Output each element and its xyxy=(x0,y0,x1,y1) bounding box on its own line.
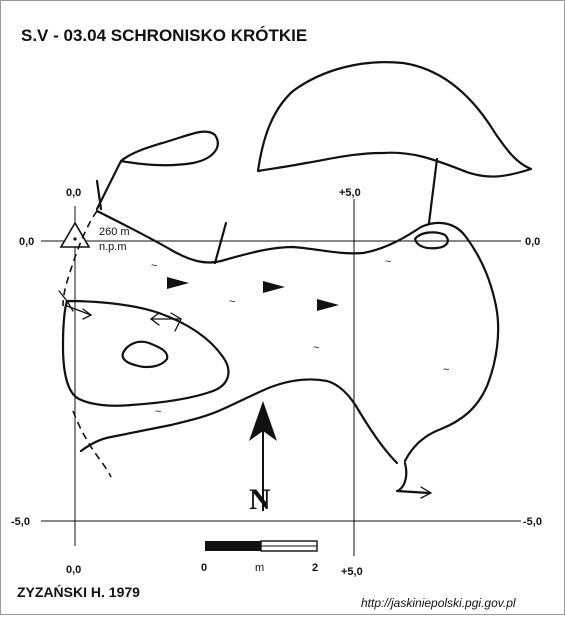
water-tilde-icon: ~ xyxy=(313,342,319,354)
scale-start-label: 0 xyxy=(201,562,207,574)
grid-label-left-y0: 0,0 xyxy=(19,236,34,248)
grid-label-left-y-minus5: -5,0 xyxy=(11,516,30,528)
pillar-hole xyxy=(121,340,169,369)
coordinate-grid xyxy=(41,199,521,556)
wall-connector-1 xyxy=(95,159,123,211)
dashed-wall-lower xyxy=(72,410,112,478)
rock-mass-top xyxy=(256,61,533,178)
cave-outline xyxy=(58,61,533,499)
scale-end-label: 2 xyxy=(312,562,318,574)
exit-passage xyxy=(395,461,431,495)
flow-arrow-icons xyxy=(167,277,339,311)
flow-triangle-3 xyxy=(317,299,339,311)
water-tilde-icon: ~ xyxy=(151,260,157,272)
water-tilde-icon: ~ xyxy=(155,406,161,418)
map-title: S.V - 03.04 SCHRONISKO KRÓTKIE xyxy=(21,26,307,45)
scale-bar: 0 m 2 xyxy=(201,540,318,574)
map-credit: http://jaskiniepolski.pgi.gov.pl xyxy=(361,596,516,610)
scale-unit-label: m xyxy=(255,562,264,574)
water-tilde-icon: ~ xyxy=(385,256,391,268)
grid-label-bottom-x0: 0,0 xyxy=(66,564,81,576)
grid-label-right-y-minus5: -5,0 xyxy=(523,516,542,528)
benchmark-triangle-icon xyxy=(59,221,91,248)
water-tilde-icon: ~ xyxy=(229,296,235,308)
water-tilde-icons: ~ ~ ~ ~ ~ ~ xyxy=(151,256,449,418)
wall-connector-3 xyxy=(213,221,228,265)
chamber-bottom-wall xyxy=(79,378,399,465)
flow-triangle-1 xyxy=(167,277,189,289)
north-label: N xyxy=(249,483,271,516)
grid-label-right-y0: 0,0 xyxy=(525,236,540,248)
grid-label-top-x0: 0,0 xyxy=(66,187,81,199)
flow-arrow-head-left xyxy=(82,308,93,320)
grid-label-top-x5: +5,0 xyxy=(339,187,361,199)
map-author: ZYZAŃSKI H. 1979 xyxy=(17,584,140,600)
exit-arrow-icon xyxy=(420,486,433,499)
rock-top-left xyxy=(119,130,219,167)
north-arrow-icon: N xyxy=(249,401,277,516)
wall-stub xyxy=(95,179,103,211)
flow-arrow-icon-left xyxy=(66,305,92,316)
wall-connector-2 xyxy=(427,157,439,225)
entrance-notch-2 xyxy=(170,312,182,332)
right-hole xyxy=(413,231,449,250)
water-tilde-icon: ~ xyxy=(443,364,449,376)
flow-arrow-head-mid xyxy=(149,312,160,326)
chamber-top-wall xyxy=(95,209,500,463)
flow-triangle-2 xyxy=(263,281,285,293)
benchmark-altitude: 260 m xyxy=(99,226,130,238)
dashed-wall-left xyxy=(62,210,98,307)
grid-label-bottom-x5: +5,0 xyxy=(341,566,363,578)
benchmark-unit: n.p.m xyxy=(99,241,127,253)
